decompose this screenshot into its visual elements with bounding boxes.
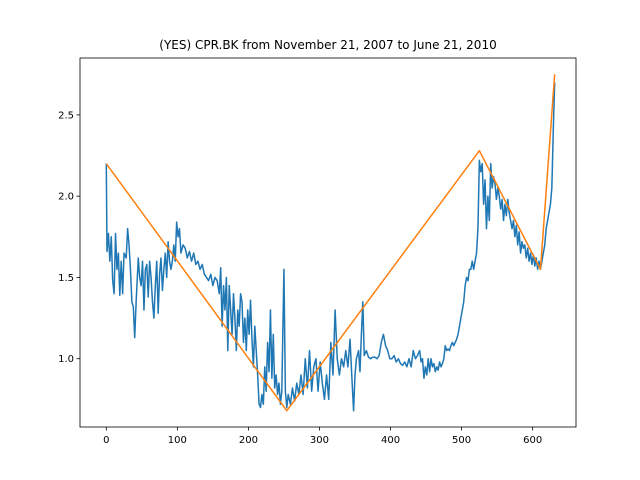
chart-title: (YES) CPR.BK from November 21, 2007 to J… (159, 38, 496, 52)
x-tick-label: 200 (239, 435, 258, 446)
x-tick-label: 100 (168, 435, 187, 446)
x-tick-label: 600 (523, 435, 542, 446)
y-tick-label: 2.0 (58, 192, 74, 203)
series-line-1 (105, 82, 556, 412)
x-tick-label: 0 (103, 435, 109, 446)
x-tick-label: 300 (310, 435, 329, 446)
y-axis: 1.0 1.5 2.0 2.5 (58, 110, 80, 365)
x-axis: 0 100 200 300 400 500 600 (103, 427, 542, 446)
y-tick-label: 2.5 (58, 110, 74, 121)
series-line-2 (105, 74, 556, 412)
plot-frame (79, 57, 577, 428)
y-tick-label: 1.0 (58, 354, 74, 365)
y-tick-label: 1.5 (58, 273, 74, 284)
x-tick-label: 500 (452, 435, 471, 446)
plot-area (105, 74, 556, 412)
x-tick-label: 400 (381, 435, 400, 446)
